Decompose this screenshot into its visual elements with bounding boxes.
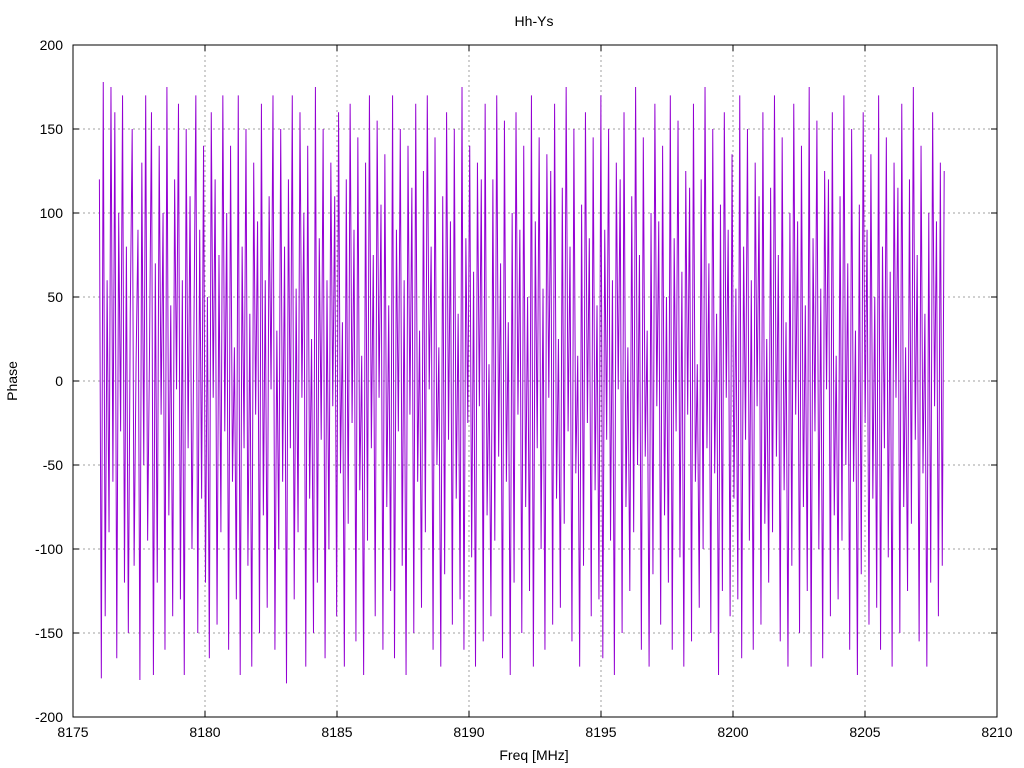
y-axis-title: Phase (4, 361, 20, 401)
y-tick-label: 150 (40, 121, 64, 137)
phase-series-line (98, 81, 945, 684)
x-axis-title: Freq [MHz] (499, 747, 568, 763)
y-tick-label: -50 (43, 457, 63, 473)
x-tick-label: 8200 (717, 724, 748, 740)
y-tick-label: -200 (35, 709, 63, 725)
y-tick-label: -150 (35, 625, 63, 641)
x-tick-label: 8180 (189, 724, 220, 740)
series-layer (98, 81, 945, 684)
x-tick-label: 8195 (585, 724, 616, 740)
x-tick-label: 8175 (57, 724, 88, 740)
x-tick-label: 8190 (453, 724, 484, 740)
y-tick-label: 100 (40, 205, 64, 221)
x-tick-label: 8205 (849, 724, 880, 740)
y-tick-label: -100 (35, 541, 63, 557)
y-tick-label: 0 (55, 373, 63, 389)
x-tick-label: 8210 (981, 724, 1012, 740)
y-tick-label: 200 (40, 37, 64, 53)
chart-title: Hh-Ys (515, 13, 554, 29)
axis-ticks: 8175 8180 8185 8190 8195 8200 8205 8210 -200 -150… (35, 37, 1013, 740)
x-tick-label: 8185 (321, 724, 352, 740)
y-tick-label: 50 (47, 289, 63, 305)
